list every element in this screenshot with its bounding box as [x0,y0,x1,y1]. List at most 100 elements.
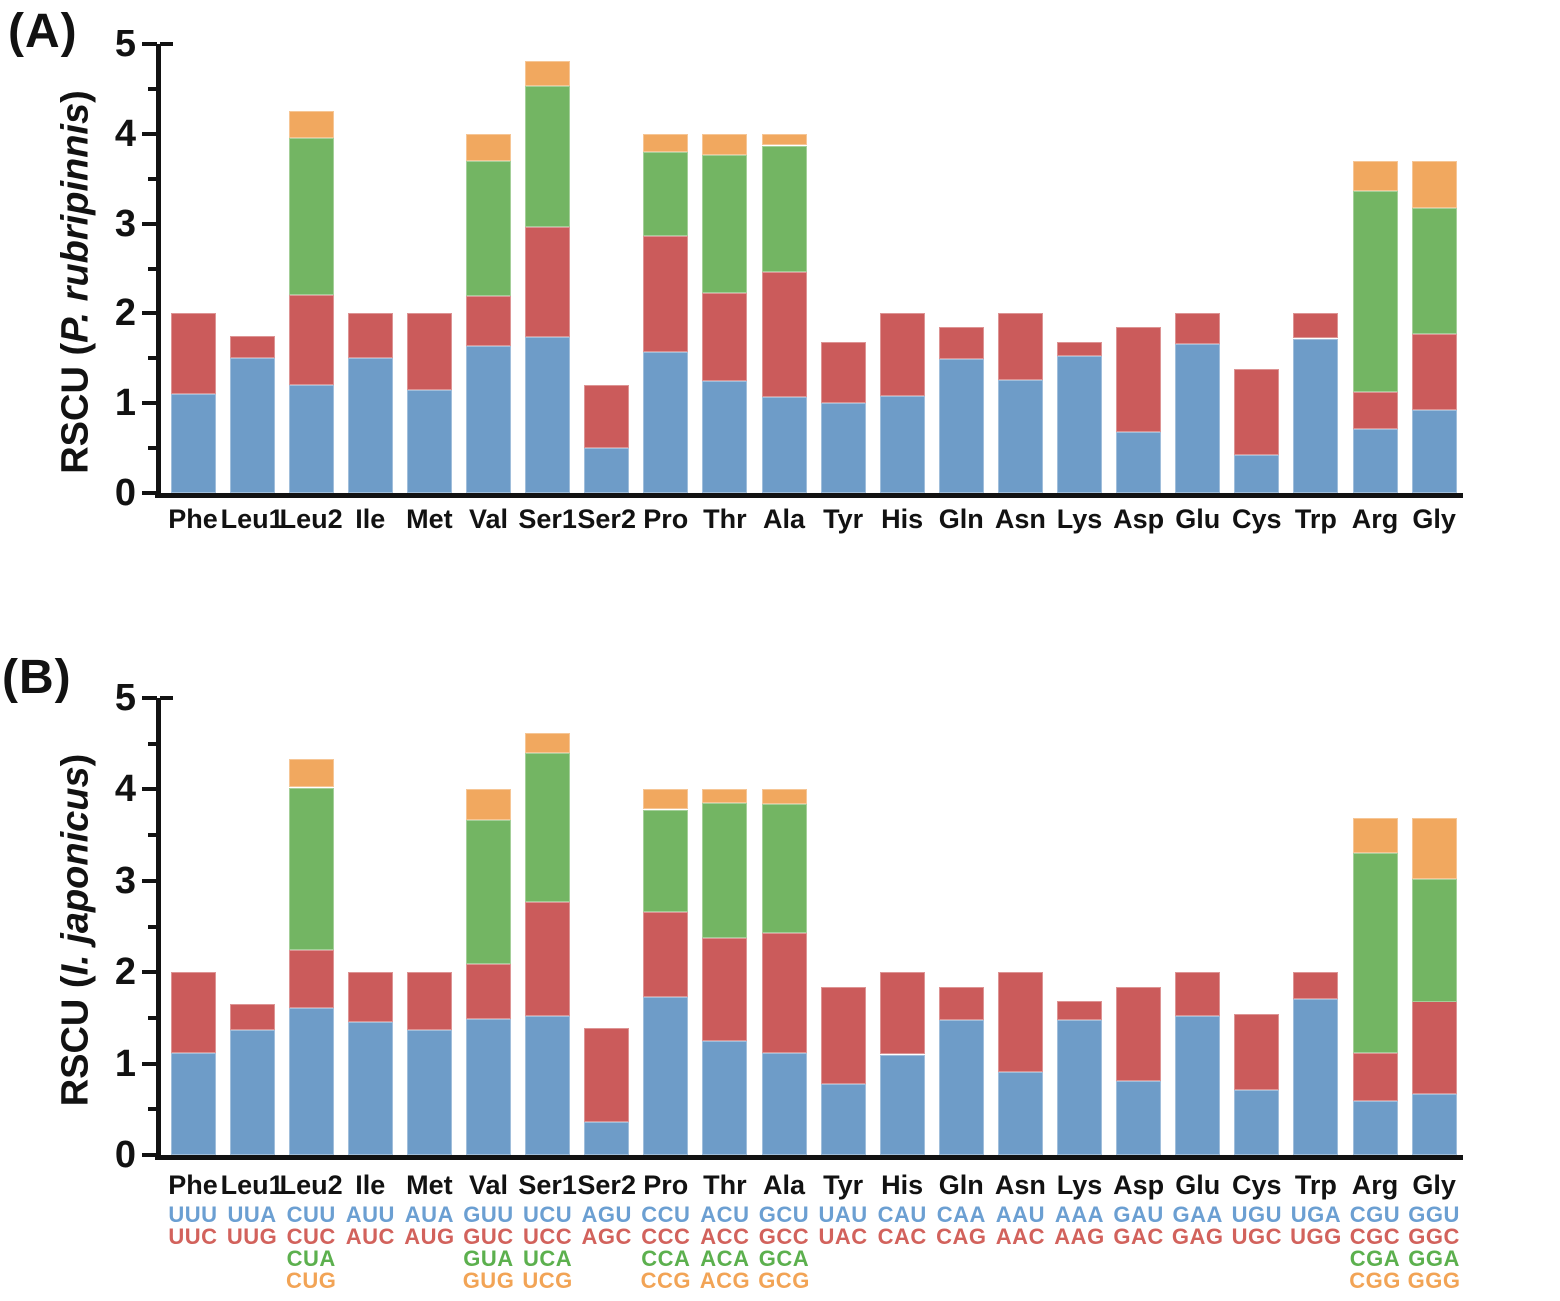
bar-segment-b-Gly-GGU [1411,1093,1457,1155]
bar-segment-a-Ser1-UCA [525,86,571,228]
bar-segment-a-Gly-GGC [1411,334,1457,411]
codon-label-Asn-AAC: AAC [995,1224,1045,1249]
bar-segment-b-Tyr-UAC [820,986,866,1084]
codon-label-Glu-GAG: GAG [1171,1224,1224,1249]
y-minor-tick-b-0.5 [148,1107,157,1112]
bar-segment-b-Val-GUU [466,1018,511,1155]
bar-segment-b-Arg-CGA [1352,853,1398,1053]
bar-segment-a-Pro-CCU [643,352,689,493]
bar-segment-a-Tyr-UAC [820,342,866,404]
bar-segment-a-Arg-CGU [1352,429,1398,493]
bar-segment-a-Gln-CAG [938,326,984,360]
bar-segment-b-Cys-UGU [1234,1090,1280,1155]
x-category-label-a-Gly: Gly [1412,504,1456,534]
bar-segment-a-Val-GUG [466,133,511,161]
bar-segment-a-Leu2-CUA [288,138,334,296]
x-category-label-b-Asp: Asp [1113,1170,1165,1200]
bar-segment-b-Val-GUA [466,819,511,964]
bar-segment-a-Ile-AUU [347,358,393,493]
codon-label-Lys-AAG: AAG [1054,1224,1105,1249]
bar-segment-a-Asn-AAC [997,313,1043,380]
codon-label-Gly-GGG: GGG [1407,1268,1461,1293]
y-minor-tick-a-2.5 [148,266,157,271]
codon-label-Pro-CCC: CCC [641,1224,691,1249]
x-category-label-a-Arg: Arg [1351,504,1399,534]
bar-segment-a-Ala-GCU [761,396,807,493]
y-minor-tick-a-4.5 [148,86,157,91]
y-major-tick-a-4 [142,131,157,136]
bar-segment-b-Ser1-UCC [525,901,571,1017]
codon-label-Ser2-AGC: AGC [581,1224,632,1249]
bar-segment-b-Gly-GGC [1411,1001,1457,1094]
x-category-label-a-Leu2: Leu2 [279,504,343,534]
x-category-label-a-Ser2: Ser2 [577,504,636,534]
bar-segment-b-Met-AUG [406,972,452,1030]
bar-segment-a-Met-AUA [406,389,452,493]
y-major-tick-a-5 [142,42,157,46]
x-category-label-a-Ser1: Ser1 [518,504,577,534]
y-tick-label-a-3: 3 [114,202,136,245]
codon-label-Asn-AAU: AAU [995,1202,1045,1227]
codon-label-His-CAC: CAC [877,1224,927,1249]
y-axis-a [156,44,161,498]
y-minor-tick-b-4.5 [148,741,157,746]
codon-label-Tyr-UAU: UAU [818,1202,868,1227]
bar-segment-b-His-CAC [879,972,925,1055]
bar-segment-a-Val-GUC [466,296,511,346]
bar-segment-b-Leu1-UUA [229,1029,275,1155]
bar-segment-b-Phe-UUC [170,972,216,1053]
codon-label-Val-GUU: GUU [463,1202,514,1227]
bar-segment-b-Arg-CGC [1352,1052,1398,1101]
x-category-label-a-Pro: Pro [643,504,689,534]
bar-segment-b-Ile-AUC [347,972,393,1022]
bar-segment-b-Leu1-UUG [229,1004,275,1030]
codon-label-Asp-GAU: GAU [1113,1202,1164,1227]
bar-segment-a-Ser2-AGU [584,448,630,493]
x-axis-b [155,1155,1463,1160]
x-category-label-b-Trp: Trp [1294,1170,1337,1200]
codon-label-Thr-ACG: ACG [699,1268,751,1293]
bar-segment-a-Ala-GCC [761,272,807,397]
codon-label-His-CAU: CAU [877,1202,927,1227]
y-axis-top-cap-b [160,696,173,700]
y-tick-label-a-4: 4 [114,112,136,155]
bar-segment-a-Glu-GAA [1175,343,1221,493]
x-category-label-b-Met: Met [406,1170,453,1200]
bar-segment-b-Met-AUA [406,1029,452,1155]
bar-segment-a-Cys-UGU [1234,455,1280,493]
x-category-label-b-Glu: Glu [1175,1170,1221,1200]
x-category-label-a-Asp: Asp [1113,504,1165,534]
x-category-label-b-Arg: Arg [1351,1170,1399,1200]
codon-label-Met-AUG: AUG [404,1224,455,1249]
x-category-label-b-Thr: Thr [703,1170,747,1200]
bar-segment-a-Met-AUG [406,313,452,390]
bar-segment-b-Thr-ACG [702,789,748,804]
bar-segment-a-Ser1-UCG [525,61,571,87]
codon-label-Thr-ACU: ACU [700,1202,750,1227]
codon-label-Thr-ACA: ACA [700,1246,750,1271]
bar-segment-a-Leu2-CUG [288,111,334,139]
codon-label-Ser1-UCG: UCG [522,1268,573,1293]
bar-segment-b-Arg-CGU [1352,1101,1398,1155]
bar-segment-b-Ser1-UCU [525,1016,571,1155]
bar-segment-a-Ser1-UCC [525,227,571,337]
bar-segment-b-Leu2-CUG [288,759,334,788]
x-category-label-b-Leu1: Leu1 [220,1170,284,1200]
x-category-label-a-Thr: Thr [703,504,747,534]
bar-segment-a-His-CAC [879,313,925,396]
panel-b-y-title-suffix: ) [54,753,97,767]
codon-label-Trp-UGG: UGG [1290,1224,1342,1249]
codon-label-Ala-GCC: GCC [758,1224,810,1249]
x-category-label-a-Met: Met [406,504,453,534]
x-category-label-b-Tyr: Tyr [823,1170,864,1200]
codon-label-Thr-ACC: ACC [700,1224,750,1249]
codon-label-Gln-CAG: CAG [936,1224,987,1249]
bar-segment-b-Ser1-UCG [525,732,571,753]
x-axis-a [155,493,1463,498]
bar-segment-b-Leu2-CUU [288,1007,334,1155]
bar-segment-a-Pro-CCC [643,236,689,352]
bar-segment-a-Thr-ACA [702,155,748,293]
codon-label-Ser2-AGU: AGU [581,1202,632,1227]
y-axis-top-cap-a [160,42,173,46]
codon-label-Tyr-UAC: UAC [818,1224,868,1249]
